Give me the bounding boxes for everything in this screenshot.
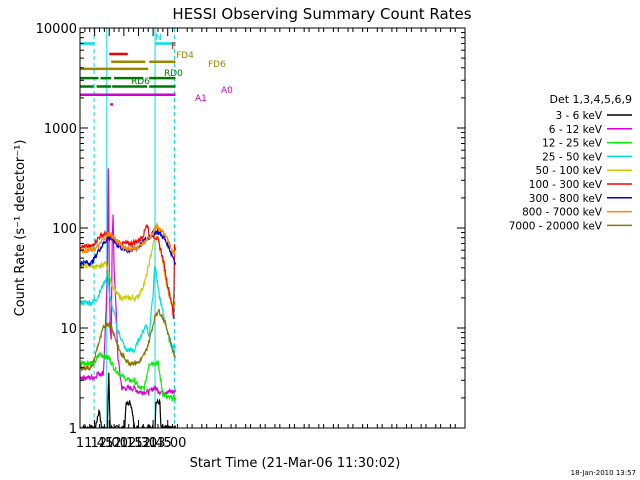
flag-label-fd4: FD4 — [176, 51, 194, 61]
y-tick-label: 10 — [60, 322, 77, 337]
flag-label-n: N — [155, 33, 162, 43]
x-tick-label: 12:15 — [105, 436, 142, 451]
legend-entry-7000-20000-kev: 7000 - 20000 keV — [509, 220, 603, 232]
series-line-7000-20000-kev — [80, 308, 177, 372]
y-axis-label: Count Rate (s⁻¹ detector⁻¹) — [13, 140, 28, 317]
flag-label-a0: A0 — [221, 86, 233, 96]
series-line-3-6-kev — [80, 372, 177, 428]
legend-title: Det 1,3,4,5,6,9 — [549, 93, 632, 106]
flag-label-rd6: RD6 — [131, 77, 150, 87]
series-line-800-7000-kev — [80, 224, 176, 257]
x-axis-label: Start Time (21-Mar-06 11:30:02) — [190, 456, 401, 471]
flag-label-fd6: FD6 — [208, 60, 226, 70]
series-line-6-12-kev — [80, 168, 177, 397]
x-tick-label: 12:30 — [120, 436, 157, 451]
series-line-300-800-kev — [80, 227, 177, 268]
legend-entry-50-100-kev: 50 - 100 keV — [535, 165, 602, 177]
flag-label-f: F — [171, 42, 176, 52]
legend-entry-800-7000-kev: 800 - 7000 keV — [522, 207, 603, 219]
legend: Det 1,3,4,5,6,9 3 - 6 keV 6 - 12 keV 12 - 2… — [509, 93, 632, 232]
chart-title: HESSI Observing Summary Count Rates — [172, 5, 471, 23]
x-tick-label: 12:00 — [91, 436, 128, 451]
generation-timestamp: 18-Jan-2010 13:57 — [571, 469, 636, 477]
legend-entry-300-800-kev: 300 - 800 keV — [529, 193, 603, 205]
legend-entry-100-300-kev: 100 - 300 keV — [529, 179, 603, 191]
x-tick-label: 13:00 — [149, 436, 186, 451]
x-tick-label: 12:45 — [134, 436, 171, 451]
x-tick-label: 11:45 — [76, 436, 113, 451]
y-tick-label: 1 — [69, 422, 77, 437]
legend-entry-25-50-kev: 25 - 50 keV — [542, 151, 603, 163]
flag-label-a1: A1 — [195, 94, 207, 104]
series-line-100-300-kev — [80, 224, 177, 320]
series-group — [80, 168, 177, 428]
time-markers — [93, 28, 176, 428]
flag-label-rd0: RD0 — [164, 69, 183, 79]
series-line-25-50-kev — [80, 265, 176, 354]
legend-entry-12-25-kev: 12 - 25 keV — [542, 138, 603, 150]
y-tick-label: 10000 — [36, 22, 77, 37]
axes: 1 10 100 1000 10000 11:4512:0012:1512:3012:45… — [36, 22, 466, 451]
y-tick-label: 100 — [52, 222, 77, 237]
legend-entry-3-6-kev: 3 - 6 keV — [555, 110, 602, 122]
plot-frame — [79, 27, 466, 429]
y-tick-label: 1000 — [44, 122, 77, 137]
legend-entry-6-12-kev: 6 - 12 keV — [549, 124, 603, 136]
series-line-12-25-kev — [80, 350, 177, 403]
